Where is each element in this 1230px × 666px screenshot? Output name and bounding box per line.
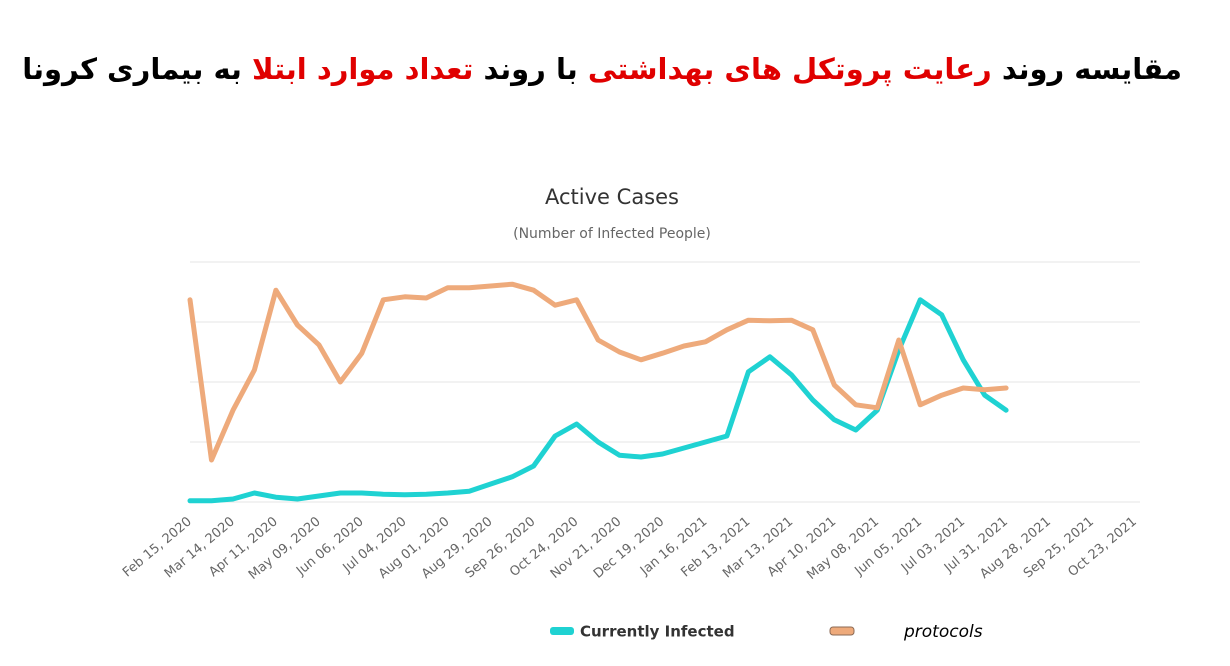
legend-label: Currently Infected	[580, 623, 735, 641]
legend-swatch	[829, 626, 855, 636]
series-line	[187, 281, 1009, 463]
series-line	[187, 297, 1009, 504]
chart-subtitle: (Number of Infected People)	[513, 226, 711, 242]
title-part: مقایسه روند	[991, 52, 1182, 86]
title-part: رعایت پروتکل های بهداشتی	[587, 52, 992, 86]
page-title: مقایسه روند رعایت پروتکل های بهداشتی با …	[22, 52, 1182, 86]
title-part: به بیماری کرونا	[22, 52, 253, 86]
title-part: تعداد موارد ابتلا	[252, 52, 474, 86]
legend-label: protocols	[903, 622, 983, 642]
chart-title: Active Cases	[545, 185, 679, 209]
title-part: با روند	[473, 52, 588, 86]
legend-swatch	[550, 627, 574, 635]
